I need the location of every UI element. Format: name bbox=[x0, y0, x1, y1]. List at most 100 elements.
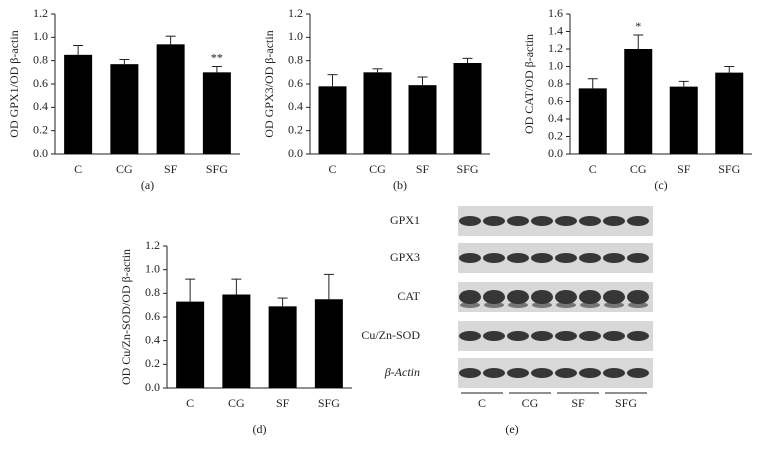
blot-row-label: Cu/Zn-SOD bbox=[361, 328, 420, 342]
blot-row-label: β-Actin bbox=[384, 365, 420, 379]
blot-band bbox=[460, 302, 480, 308]
blot-row-label: GPX1 bbox=[390, 213, 420, 227]
y-tick-label: 0.4 bbox=[548, 111, 563, 125]
bar bbox=[156, 44, 185, 155]
bar bbox=[453, 63, 482, 154]
x-tick-label: SF bbox=[677, 162, 691, 176]
group-label: CG bbox=[522, 396, 539, 410]
blot-band bbox=[603, 331, 625, 341]
blot-band bbox=[531, 368, 553, 378]
blot-band bbox=[579, 290, 601, 304]
y-axis-label: OD Cu/Zn-SOD/OD β-actin bbox=[119, 249, 133, 385]
x-tick-label: CG bbox=[228, 396, 245, 410]
y-tick-label: 0.2 bbox=[145, 356, 160, 370]
blot-band bbox=[627, 290, 649, 304]
x-tick-label: SF bbox=[164, 162, 178, 176]
y-tick-label: 0.8 bbox=[33, 52, 48, 66]
blot-band bbox=[603, 368, 625, 378]
x-tick-label: SF bbox=[276, 396, 290, 410]
blot-band bbox=[579, 368, 601, 378]
blot-band bbox=[604, 302, 624, 308]
blot-band bbox=[532, 302, 552, 308]
x-tick-label: CG bbox=[116, 162, 133, 176]
y-tick-label: 1.6 bbox=[548, 6, 563, 20]
caption: (e) bbox=[505, 422, 518, 436]
group-label: SF bbox=[571, 396, 585, 410]
blot-band bbox=[579, 253, 601, 263]
bar bbox=[202, 72, 231, 154]
y-tick-label: 0.8 bbox=[288, 52, 303, 66]
y-tick-label: 0.4 bbox=[33, 99, 48, 113]
group-label: SFG bbox=[615, 396, 637, 410]
bar bbox=[110, 64, 139, 154]
x-tick-label: C bbox=[186, 396, 194, 410]
x-tick-label: SFG bbox=[718, 162, 740, 176]
blot-band bbox=[555, 368, 577, 378]
y-tick-label: 0.8 bbox=[145, 285, 160, 299]
y-axis-label: OD GPX3/OD β-actin bbox=[262, 30, 276, 137]
bar bbox=[363, 72, 392, 154]
y-tick-label: 1.2 bbox=[33, 6, 48, 20]
x-tick-label: CG bbox=[369, 162, 386, 176]
blot-band bbox=[627, 368, 649, 378]
caption: (c) bbox=[654, 178, 667, 192]
blot-band bbox=[459, 331, 481, 341]
y-tick-label: 0.0 bbox=[288, 146, 303, 160]
y-axis-label: OD CAT/OD β-actin bbox=[522, 34, 536, 134]
bar bbox=[715, 72, 744, 154]
y-tick-label: 1.2 bbox=[548, 41, 563, 55]
y-tick-label: 0.4 bbox=[288, 99, 303, 113]
blot-band bbox=[507, 290, 529, 304]
blot-band bbox=[603, 290, 625, 304]
y-tick-label: 0.2 bbox=[33, 122, 48, 136]
bar bbox=[578, 88, 607, 154]
y-tick-label: 0.2 bbox=[548, 128, 563, 142]
y-tick-label: 0.6 bbox=[288, 76, 303, 90]
blot-band bbox=[483, 216, 505, 226]
x-tick-label: C bbox=[328, 162, 336, 176]
blot-band bbox=[627, 216, 649, 226]
blot-band bbox=[603, 253, 625, 263]
blot-band bbox=[555, 253, 577, 263]
caption: (d) bbox=[253, 422, 267, 436]
y-tick-label: 1.4 bbox=[548, 23, 563, 37]
y-tick-label: 0.0 bbox=[33, 146, 48, 160]
y-tick-label: 1.2 bbox=[145, 238, 160, 252]
blot-band bbox=[555, 331, 577, 341]
y-tick-label: 0.2 bbox=[288, 122, 303, 136]
blot-band bbox=[555, 216, 577, 226]
blot-band bbox=[603, 216, 625, 226]
y-tick-label: 0.4 bbox=[145, 332, 160, 346]
y-tick-label: 1.0 bbox=[145, 261, 160, 275]
x-tick-label: SFG bbox=[206, 162, 228, 176]
bar bbox=[624, 49, 653, 154]
blot-band bbox=[580, 302, 600, 308]
blot-band bbox=[483, 331, 505, 341]
blot-band bbox=[483, 253, 505, 263]
blot-band bbox=[459, 290, 481, 304]
y-tick-label: 0.0 bbox=[145, 380, 160, 394]
blot-band bbox=[483, 368, 505, 378]
blot-band bbox=[531, 216, 553, 226]
blot-band bbox=[628, 302, 648, 308]
annotation: ** bbox=[211, 50, 223, 64]
group-label: C bbox=[478, 396, 486, 410]
blot-row-label: GPX3 bbox=[390, 250, 420, 264]
blot-band bbox=[508, 302, 528, 308]
y-tick-label: 0.8 bbox=[548, 76, 563, 90]
blot-band bbox=[459, 368, 481, 378]
x-tick-label: SF bbox=[416, 162, 430, 176]
x-tick-label: C bbox=[74, 162, 82, 176]
y-tick-label: 1.2 bbox=[288, 6, 303, 20]
blot-band bbox=[627, 253, 649, 263]
bar bbox=[222, 294, 251, 388]
x-tick-label: SFG bbox=[456, 162, 478, 176]
y-tick-label: 0.6 bbox=[33, 76, 48, 90]
bar bbox=[176, 301, 205, 388]
x-tick-label: C bbox=[589, 162, 597, 176]
blot-row-label: CAT bbox=[397, 289, 420, 303]
bar bbox=[408, 85, 437, 154]
blot-band bbox=[531, 253, 553, 263]
caption: (b) bbox=[393, 178, 407, 192]
